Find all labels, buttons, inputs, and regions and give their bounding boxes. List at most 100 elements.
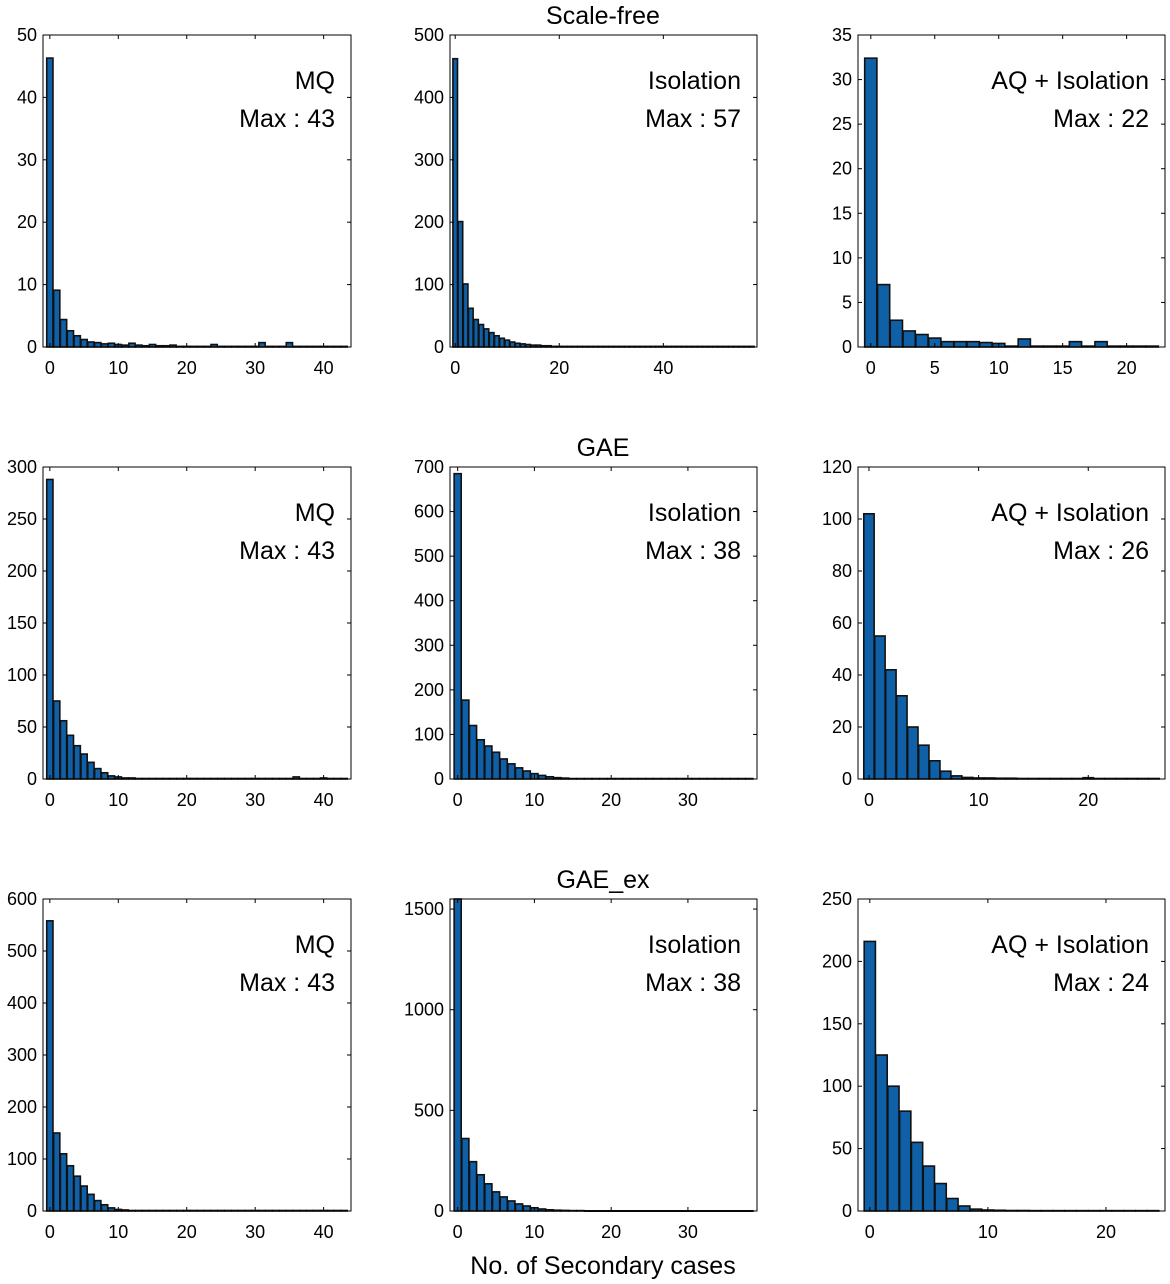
bar: [86, 761, 95, 780]
bar: [507, 1200, 516, 1212]
bar: [875, 1054, 889, 1212]
bar: [1068, 340, 1083, 348]
x-tick-label: 10: [978, 1222, 998, 1242]
axes-frame: [449, 34, 758, 348]
bar: [507, 763, 516, 780]
bar: [52, 289, 61, 348]
y-tick-label: 0: [434, 769, 444, 789]
x-tick-label: 0: [45, 1222, 55, 1242]
bar: [128, 342, 136, 348]
bar: [86, 341, 95, 348]
bar: [468, 724, 478, 780]
panel-max-label: Max : 24: [1053, 969, 1149, 997]
x-tick-label: 30: [678, 790, 698, 810]
y-tick-label: 200: [414, 680, 444, 700]
bar: [285, 341, 294, 348]
bar: [514, 767, 524, 780]
x-tick-label: 0: [866, 358, 876, 378]
x-tick-label: 20: [1078, 790, 1098, 810]
bar: [80, 338, 88, 348]
bar: [59, 318, 68, 348]
y-tick-label: 500: [7, 941, 37, 961]
y-tick-label: 250: [822, 889, 852, 909]
x-tick-label: 0: [453, 1222, 463, 1242]
x-tick-label: 20: [601, 790, 621, 810]
panel-label: MQ: [295, 499, 335, 527]
bar: [499, 758, 509, 780]
bar: [483, 328, 490, 348]
y-tick-label: 300: [414, 635, 444, 655]
panel-1-0: 0 50 100 150 200 250 300 0 10 20 30 40 MQ Max : 43: [7, 457, 352, 810]
bar: [887, 1085, 900, 1212]
bar: [107, 342, 116, 348]
bar: [100, 771, 109, 780]
bar: [928, 759, 941, 780]
panel-2-2: 0 50 100 150 200 250 0 10 20 AQ + Isolation Max : …: [822, 889, 1166, 1242]
bar: [86, 1193, 95, 1212]
bar: [462, 283, 469, 348]
panel-max-label: Max : 26: [1053, 537, 1149, 565]
y-tick-label: 60: [832, 613, 852, 633]
bar: [66, 329, 75, 348]
x-tick-label: 10: [989, 358, 1009, 378]
panel-0-2: 0 5 10 15 20 25 30 35 0 5 10 15 20 AQ + Isolation Max …: [832, 25, 1166, 378]
y-tick-label: 40: [832, 665, 852, 685]
bar: [258, 341, 266, 348]
bar: [863, 57, 878, 348]
panel-2-0: 0 100 200 300 400 500 600 0 10 20 30 40 MQ Max : 43: [7, 889, 352, 1242]
x-tick-label: 0: [864, 790, 874, 810]
bar: [80, 1185, 88, 1212]
bar: [898, 1110, 912, 1212]
y-tick-label: 20: [832, 717, 852, 737]
panel-1-2: 0 20 40 60 80 100 120 0 10 20 AQ + Isolation Max : …: [822, 457, 1166, 810]
axes-frame: [449, 466, 758, 780]
y-tick-label: 400: [7, 993, 37, 1013]
panel-0-0: 0 10 20 30 40 50 0 10 20 30 40 MQ Max : 43: [17, 25, 352, 378]
x-tick-label: 20: [601, 1222, 621, 1242]
bar: [966, 340, 981, 348]
bar: [73, 1175, 82, 1212]
x-tick-label: 10: [524, 1222, 544, 1242]
bar: [514, 1203, 524, 1212]
bar: [922, 1165, 936, 1212]
bar: [522, 1205, 532, 1212]
x-tick-label: 0: [453, 790, 463, 810]
y-tick-label: 100: [7, 665, 37, 685]
x-tick-label: 20: [1117, 358, 1137, 378]
bar: [478, 323, 485, 348]
bar: [59, 719, 68, 780]
bar: [522, 770, 532, 780]
x-tick-label: 30: [678, 1222, 698, 1242]
axes-frame: [857, 34, 1166, 348]
bar: [498, 337, 506, 348]
bar: [889, 319, 904, 348]
y-tick-label: 120: [822, 457, 852, 477]
x-axis-label: No. of Secondary cases: [470, 1252, 735, 1280]
bar: [906, 726, 919, 780]
bar: [940, 340, 955, 348]
y-tick-label: 35: [832, 25, 852, 45]
y-tick-label: 1500: [404, 899, 444, 919]
bar: [45, 57, 54, 348]
y-tick-label: 1000: [404, 1000, 444, 1020]
x-tick-label: 10: [108, 1222, 128, 1242]
y-tick-label: 30: [17, 150, 37, 170]
y-tick-label: 50: [17, 717, 37, 737]
y-tick-label: 400: [414, 591, 444, 611]
y-tick-label: 0: [842, 1201, 852, 1221]
panel-0-1: 0 100 200 300 400 500 0 20 40 Isolation Max : 57: [414, 25, 758, 378]
bar: [73, 334, 82, 348]
y-tick-label: 0: [27, 337, 37, 357]
x-tick-label: 40: [653, 358, 673, 378]
y-tick-label: 80: [832, 561, 852, 581]
bar: [884, 668, 897, 780]
x-tick-label: 20: [177, 790, 197, 810]
bar: [472, 318, 480, 348]
bar: [514, 342, 521, 348]
bar: [1094, 340, 1108, 348]
x-tick-label: 10: [969, 790, 989, 810]
y-tick-label: 40: [17, 87, 37, 107]
panel-max-label: Max : 22: [1053, 105, 1149, 133]
panel-label: MQ: [295, 67, 335, 95]
y-tick-label: 100: [822, 1076, 852, 1096]
